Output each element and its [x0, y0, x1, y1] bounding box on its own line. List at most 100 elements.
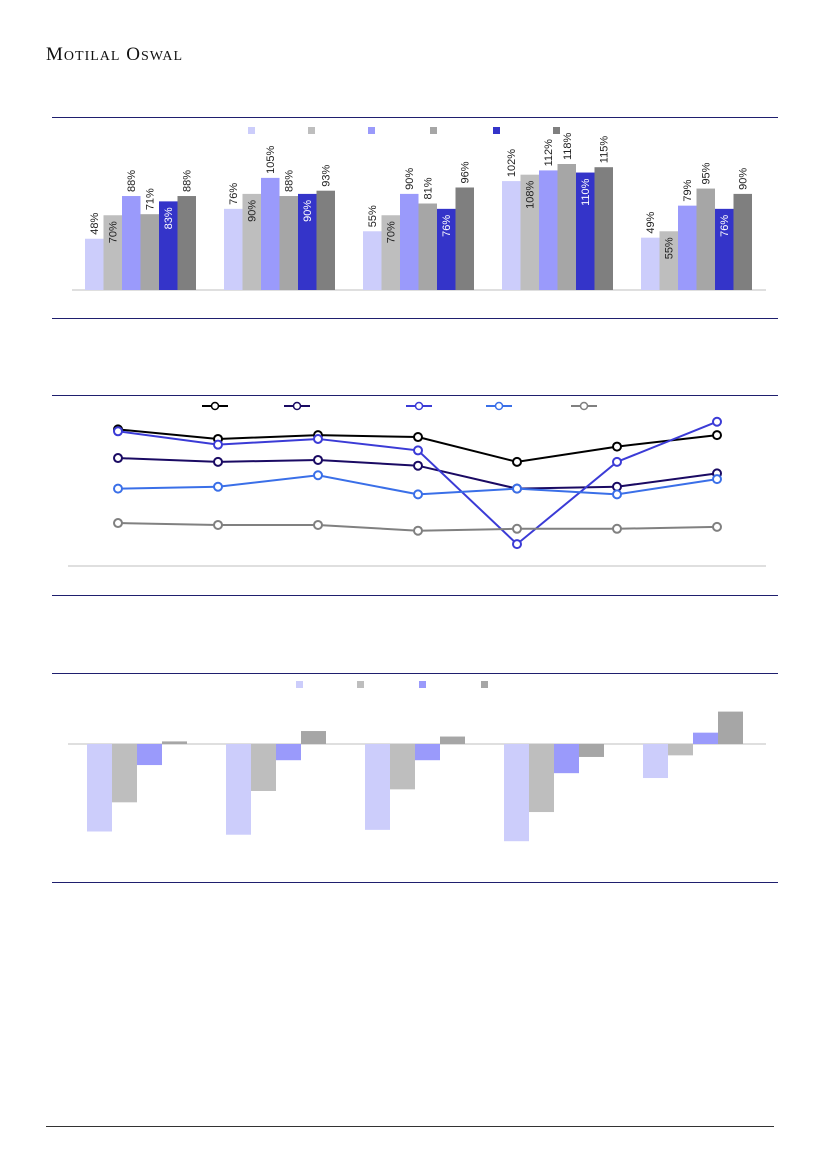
- data-label-s2-g4: 108%: [525, 180, 537, 208]
- bar-s1-g1: [87, 744, 112, 832]
- data-label-s6-g2: 93%: [321, 164, 333, 186]
- data-label-s1-g2: 76%: [228, 183, 240, 205]
- data-label-s3-g3: 90%: [404, 168, 416, 190]
- bar-s2-g3: [390, 744, 415, 790]
- footer-rule: [46, 1126, 774, 1127]
- bar-s1-g1: [85, 238, 104, 290]
- data-label-s2-g5: 55%: [664, 237, 676, 259]
- legend-marker-1: [210, 401, 220, 411]
- data-label-s5-g1: 83%: [163, 207, 175, 229]
- bar-s1-g5: [641, 237, 660, 290]
- brand-otilal: OTILAL: [63, 49, 121, 64]
- legend-swatch-4: [481, 681, 488, 688]
- bar-s3-g4: [539, 170, 558, 290]
- bar-s4-g5: [696, 188, 715, 290]
- legend-swatch-3: [368, 127, 375, 134]
- data-label-s3-g4: 112%: [543, 139, 555, 167]
- bar-s3-g3: [415, 744, 440, 761]
- bar-s2-g5: [659, 231, 678, 290]
- point-s3-6: [612, 456, 622, 467]
- data-label-s6-g3: 96%: [460, 161, 472, 183]
- bar-s4-g1: [162, 741, 187, 744]
- point-s5-7: [712, 521, 722, 532]
- data-label-s6-g5: 90%: [738, 168, 750, 190]
- point-s4-2: [213, 481, 223, 492]
- point-s5-4: [413, 525, 423, 536]
- bar-s3-g4: [554, 744, 579, 774]
- legend-swatch-6: [553, 127, 560, 134]
- point-s5-3: [313, 519, 323, 530]
- legend-swatch-2: [308, 127, 315, 134]
- bar-s4-g5: [718, 711, 743, 744]
- legend-marker-2: [292, 401, 302, 411]
- bar-s5-g5: [715, 208, 734, 290]
- bar-s1-g2: [226, 744, 251, 835]
- point-s3-1: [113, 426, 123, 437]
- legend-swatch-1: [296, 681, 303, 688]
- bar-s4-g4: [579, 744, 604, 757]
- bar-chart-1: 48% 76% 55% 102% 49% 70% 90% 70% 108% 55% 88% 105% 9…: [72, 127, 766, 291]
- point-s2-3: [313, 454, 323, 465]
- bar-s6-g4: [594, 167, 613, 290]
- bar-s3-g3: [400, 193, 419, 290]
- point-s5-6: [612, 523, 622, 534]
- bar-s6-g3: [455, 187, 474, 290]
- brand-o: O: [126, 44, 141, 65]
- brand-logo: MOTILAL OSWAL: [46, 44, 183, 66]
- bar-s1-g4: [504, 744, 529, 842]
- legend-swatch-1: [248, 127, 255, 134]
- bar-s4-g3: [440, 736, 465, 744]
- data-label-s3-g2: 105%: [265, 146, 277, 174]
- bar-s2-g3: [381, 215, 400, 290]
- legend-marker-5: [579, 401, 589, 411]
- point-s4-7: [712, 474, 722, 485]
- point-s3-2: [213, 439, 223, 450]
- data-label-s5-g2: 90%: [302, 200, 314, 222]
- data-label-s4-g4: 118%: [562, 132, 574, 160]
- data-label-s5-g5: 76%: [719, 215, 731, 237]
- data-label-s1-g1: 48%: [89, 213, 101, 235]
- bar-s4-g2: [301, 731, 326, 744]
- bar-s2-g2: [251, 744, 276, 791]
- bar-s6-g5: [733, 193, 752, 290]
- bar-s6-g2: [316, 190, 335, 290]
- data-label-s3-g5: 79%: [682, 179, 694, 201]
- data-label-s3-g1: 88%: [126, 170, 138, 192]
- bar-s3-g1: [122, 196, 141, 290]
- data-label-s2-g3: 70%: [386, 221, 398, 243]
- point-s2-2: [213, 456, 223, 467]
- data-label-s2-g1: 70%: [108, 221, 120, 243]
- bar-s3-g1: [137, 744, 162, 766]
- bar-s3-g2: [261, 177, 280, 290]
- data-label-s2-g2: 90%: [247, 200, 259, 222]
- section-rule-1: [52, 117, 778, 118]
- section-rule-6: [52, 882, 778, 883]
- bar-s5-g3: [437, 208, 456, 290]
- bar-chart-2: [68, 681, 766, 842]
- point-s2-1: [113, 453, 123, 464]
- data-label-s4-g5: 95%: [701, 162, 713, 184]
- bar-s5-g1: [159, 201, 178, 290]
- point-s4-6: [612, 489, 622, 500]
- bar-s4-g3: [418, 203, 437, 290]
- bar-s2-g1: [112, 744, 137, 803]
- bar-s2-g4: [520, 174, 539, 290]
- point-s3-3: [313, 433, 323, 444]
- point-s3-4: [413, 445, 423, 456]
- bar-s4-g2: [279, 196, 298, 290]
- bar-s2-g5: [668, 744, 693, 756]
- section-rule-4: [52, 595, 778, 596]
- bar-s3-g2: [276, 744, 301, 761]
- line-chart: [68, 401, 766, 567]
- data-label-s4-g3: 81%: [423, 177, 435, 199]
- section-rule-3: [52, 395, 778, 396]
- point-s1-5: [512, 456, 522, 467]
- bar-s2-g4: [529, 744, 554, 813]
- bar-s2-g1: [103, 215, 122, 290]
- data-label-s5-g3: 76%: [441, 215, 453, 237]
- data-label-s6-g4: 115%: [599, 136, 611, 164]
- brand-m: M: [46, 44, 64, 65]
- point-s5-2: [213, 519, 223, 530]
- bar-s5-g4: [576, 172, 595, 290]
- bar-s1-g3: [363, 231, 382, 290]
